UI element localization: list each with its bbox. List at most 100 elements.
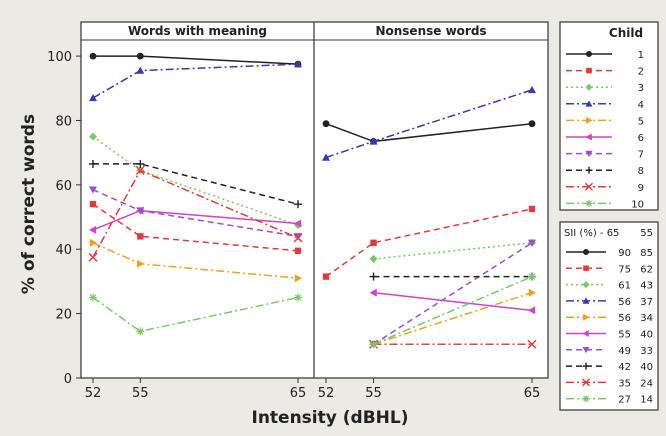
data-point: [136, 159, 145, 168]
data-point: [294, 247, 302, 255]
panel-title: Words with meaning: [128, 24, 267, 38]
legend-marker: [586, 67, 592, 74]
legend-sii-65: 49: [618, 346, 631, 357]
data-point: [528, 272, 536, 281]
series-5: [89, 238, 302, 283]
x-tick-label: 52: [318, 386, 335, 401]
legend-marker: [582, 362, 590, 370]
legend-sii-row-8: 42 40: [566, 362, 653, 373]
data-point: [89, 52, 97, 60]
legend-label: 7: [638, 150, 644, 161]
data-point: [528, 239, 536, 247]
legend-marker: [583, 313, 590, 321]
data-point: [369, 272, 378, 281]
series-line: [92, 203, 299, 252]
series-7: [89, 186, 302, 241]
series-line: [373, 291, 533, 345]
data-point: [528, 288, 536, 297]
series-10: [89, 293, 302, 336]
series-line: [93, 163, 299, 205]
legend-label: 9: [638, 183, 644, 194]
legend-entry-9: 9: [566, 183, 644, 194]
legend-marker: [582, 347, 590, 354]
panel-title: Nonsense words: [375, 24, 486, 38]
legend-sii-65: 27: [618, 395, 631, 406]
legend-entry-1: 1: [566, 50, 644, 61]
legend-marker: [582, 297, 590, 304]
legend-marker: [583, 249, 589, 255]
legend-entry-7: 7: [566, 150, 644, 161]
legend-entry-2: 2: [566, 67, 644, 78]
data-point: [322, 120, 330, 128]
y-tick-label: 60: [55, 179, 72, 194]
data-point: [135, 165, 145, 175]
data-point: [137, 259, 145, 268]
legend-sii-65: 55: [618, 330, 631, 341]
legend-marker: [583, 265, 589, 272]
data-point: [294, 200, 302, 209]
data-point: [294, 60, 302, 68]
legend-entry-8: 8: [566, 166, 644, 177]
legend-sii-header: SII (%) - 65: [564, 228, 619, 239]
legend-sii-55: 33: [640, 346, 653, 357]
legend-sii-frame: [559, 221, 659, 411]
legend-sii: SII (%) - 65 55 90 85 75 62 61 43 56 37 56 34 55 40 49…: [559, 221, 659, 411]
legend-sii-row-6: 55 40: [566, 330, 653, 341]
data-point: [89, 93, 97, 102]
legend-sii-row-7: 49 33: [566, 346, 653, 357]
legend-entry-10: 10: [566, 199, 644, 210]
data-point: [136, 207, 145, 215]
legend-marker: [585, 100, 593, 107]
legend-sii-header-55: 55: [640, 228, 653, 239]
legend-marker: [585, 150, 593, 158]
data-point: [136, 52, 144, 60]
legend-sii-65: 35: [618, 378, 631, 389]
legend-sii-row-4: 56 37: [566, 297, 653, 308]
data-point: [528, 306, 536, 315]
y-tick-label: 20: [55, 308, 72, 323]
legend-sii-row-3: 61 43: [566, 281, 653, 292]
legend-sii-row-2: 75 62: [566, 264, 653, 275]
legend-marker: [582, 395, 590, 403]
legend-sii-55: 62: [640, 264, 653, 275]
legend-sii-65: 61: [618, 281, 631, 292]
y-tick-label: 80: [55, 114, 72, 129]
legend-marker: [582, 330, 589, 337]
data-point: [88, 252, 98, 262]
legend-marker: [585, 83, 593, 91]
data-point: [369, 340, 378, 349]
legend-sii-55: 34: [640, 313, 653, 324]
y-axis-label: % of correct words: [19, 114, 39, 294]
data-point: [322, 153, 330, 161]
data-point: [89, 200, 97, 208]
data-point: [294, 219, 302, 228]
y-tick-label: 0: [64, 372, 72, 387]
series-line: [373, 242, 533, 345]
x-tick-label: 52: [85, 386, 102, 401]
data-point: [370, 239, 377, 246]
data-point: [137, 233, 144, 240]
legend-marker: [582, 281, 590, 289]
legend-marker: [586, 51, 592, 57]
legend-entry-3: 3: [566, 83, 644, 94]
series-10: [369, 272, 536, 349]
series-8: [89, 159, 302, 209]
x-axis-label: Intensity (dBHL): [252, 408, 409, 428]
series-9: [88, 165, 303, 262]
legend-label: 2: [638, 67, 644, 78]
legend-label: 3: [638, 83, 644, 94]
y-tick-label: 100: [47, 50, 72, 65]
legend-sii-row-9: 35 24: [566, 378, 653, 389]
data-point: [294, 274, 302, 283]
legend-sii-65: 56: [618, 297, 631, 308]
data-point: [89, 159, 97, 168]
legend-sii-55: 14: [640, 395, 653, 406]
legend-sii-55: 85: [640, 248, 653, 259]
x-tick-label: 55: [132, 386, 149, 401]
series-2: [322, 205, 536, 280]
legend-sii-55: 43: [640, 281, 653, 292]
legend-marker: [585, 166, 593, 174]
legend-marker: [582, 378, 590, 387]
